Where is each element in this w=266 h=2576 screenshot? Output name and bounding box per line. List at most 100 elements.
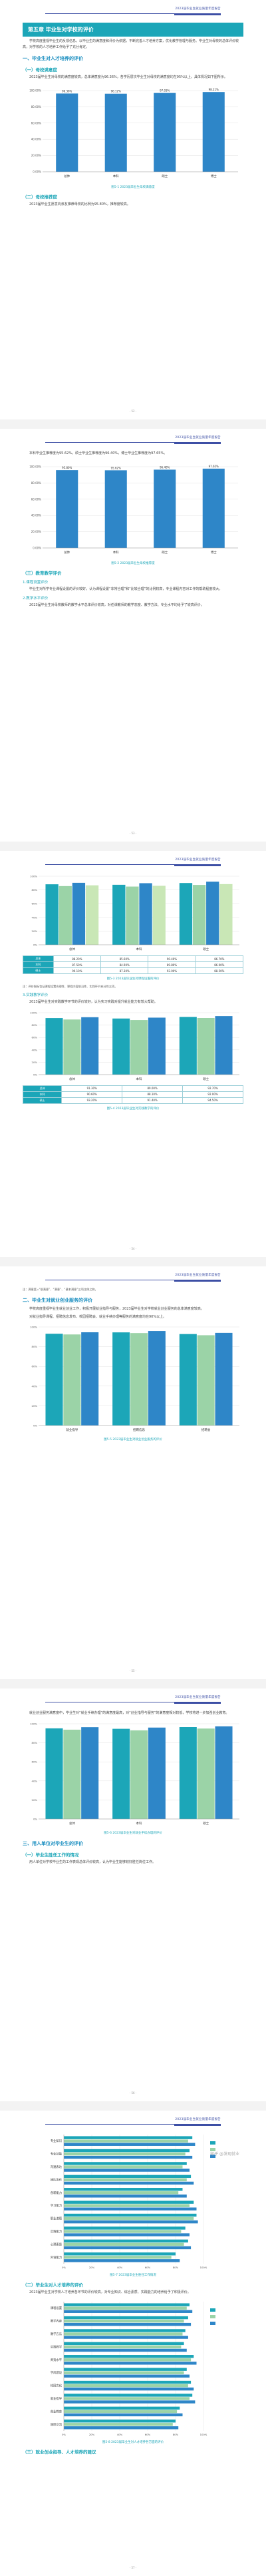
bar xyxy=(202,468,225,548)
y-tick-label: 60.00% xyxy=(31,497,41,501)
y-tick-label: 20% xyxy=(32,1798,38,1801)
page-separator xyxy=(0,842,266,851)
report-page-5: 2023届毕业生就业质量年度报告 就业创业服务满意度中，毕业生对“就业手续办理”… xyxy=(0,1688,266,2101)
section-heading: 一、毕业生对人才培养的评价 xyxy=(23,56,83,61)
page-header: 2023届毕业生就业质量年度报告 xyxy=(23,851,243,871)
table-row: 总体 91.30% 89.00% 92.70% xyxy=(22,1085,243,1092)
table-row: 硕士 90.10% 87.30% 92.00% 88.50% xyxy=(23,967,244,974)
table-cell: 87.50% xyxy=(53,961,102,968)
bar xyxy=(64,2242,184,2246)
table-cell: 92.00% xyxy=(148,967,196,974)
bar xyxy=(45,1728,63,1819)
y-tick-label: 教学内容 xyxy=(51,2318,63,2323)
data-label: 95.80% xyxy=(62,466,72,469)
y-tick-label: 80% xyxy=(32,888,38,892)
practice-data-table: 总体 91.30% 89.00% 92.70% 本科 90.60% 88.10% 92.00%… xyxy=(22,1085,243,1104)
bar xyxy=(64,2322,192,2326)
page-header: 2023届毕业生就业质量年度报告 xyxy=(23,2111,243,2131)
table-cell: 90.10% xyxy=(53,967,102,974)
bar xyxy=(45,1017,63,1075)
page-separator xyxy=(0,1679,266,1688)
x-tick-label: 40% xyxy=(117,2433,123,2436)
legend-swatch xyxy=(210,2148,215,2151)
bar xyxy=(215,1726,233,1819)
service-grouped-chart: 0% 20% 40% 60% 80% 100% 就业指导 招聘信息 招聘会 xyxy=(30,1326,239,1432)
x-tick-label: 60% xyxy=(145,2266,151,2269)
bar xyxy=(64,2413,183,2416)
bar xyxy=(139,883,152,945)
bar xyxy=(64,2136,193,2139)
bar xyxy=(64,2207,197,2210)
bar xyxy=(64,2139,188,2143)
competency-horizontal-chart: 0% 20% 40% 60% 80% 100% 专业知识专业技能沟通表达团队协作创新能力学习… xyxy=(51,2135,215,2269)
bar xyxy=(148,1017,166,1075)
paragraph: 2023届毕业生对母校教师的教学水平总体评价较高，对任课教师的教学态度、教学方法… xyxy=(29,603,204,607)
table-row: 硕士 93.20% 91.40% 94.50% xyxy=(22,1097,243,1104)
y-tick-label: 60% xyxy=(32,1365,38,1368)
y-tick-label: 60% xyxy=(32,1760,38,1763)
table-cell: 85.60% xyxy=(100,955,149,962)
paragraph: 2023届毕业生对实践教学环节的评价较好，认为实习实践对提升就业能力有较大帮助。 xyxy=(29,1000,158,1004)
y-tick-label: 40.00% xyxy=(31,513,41,517)
bar xyxy=(197,1728,215,1819)
bar xyxy=(112,1728,130,1819)
report-page-3: 2023届毕业生就业质量年度报告 0% 20% 40% 60% 80% 100% 总体 本科硕… xyxy=(0,851,266,1257)
figure-caption: 图5-4 2023届毕业生对实践教学的评价 xyxy=(106,1107,160,1111)
y-tick-label: 专业技能 xyxy=(51,2152,63,2157)
y-tick-label: 80% xyxy=(32,1023,38,1027)
bar xyxy=(64,2175,192,2179)
y-tick-label: 80% xyxy=(32,1741,38,1744)
bar xyxy=(104,93,127,172)
bar xyxy=(64,2213,197,2217)
section-heading: 二、毕业生对就业创业服务的评价 xyxy=(23,1298,92,1303)
page-header: 2023届毕业生就业质量年度报告 xyxy=(23,429,243,449)
paragraph: 2023届毕业生对学校人才培养各环节的评价较高，对专业知识、综合素质、实践能力的… xyxy=(29,2290,191,2294)
bar xyxy=(64,2361,197,2365)
y-tick-label: 20.00% xyxy=(31,154,41,157)
data-label: 96.40% xyxy=(160,465,170,469)
bar xyxy=(64,2149,190,2153)
paragraph: 2023届毕业生愿意向亲友推荐母校的比例为95.80%，推荐度较高。 xyxy=(29,202,130,206)
page-number: - 56 - xyxy=(129,2091,137,2095)
report-page-6: 2023届毕业生就业质量年度报告 知乎 @发现就业 0% 20% 40% 60% 80%… xyxy=(0,2111,266,2576)
y-tick-label: 60.00% xyxy=(31,121,41,125)
x-tick-label: 硕士 xyxy=(162,550,168,555)
y-tick-label: 0.00% xyxy=(33,170,41,173)
y-tick-label: 20% xyxy=(32,929,38,933)
table-cell: 87.30% xyxy=(100,967,149,974)
chapter-title: 第五章 毕业生对学校的评价 xyxy=(23,23,243,37)
bar xyxy=(152,886,166,945)
y-tick-label: 教学方法 xyxy=(51,2332,63,2336)
bar xyxy=(45,884,59,945)
bar xyxy=(64,2239,188,2243)
bar xyxy=(64,2354,194,2358)
y-tick-label: 实践教学 xyxy=(51,2344,63,2349)
bar xyxy=(64,2400,196,2404)
table-cell: 88.20% xyxy=(53,955,102,962)
bar xyxy=(64,2332,183,2336)
bar xyxy=(64,2426,179,2430)
procedure-grouped-chart: 0% 20% 40% 60% 80% 100% 总体 本科 硕士 xyxy=(30,1722,239,1826)
figure-caption: 图5-7 2023届毕业生胜任工作情况 xyxy=(110,2274,156,2277)
page-number: - 55 - xyxy=(129,1669,137,1673)
section-heading: 三、用人单位对毕业生的评价 xyxy=(23,1840,83,1846)
bar xyxy=(112,1018,130,1075)
data-label: 95.62% xyxy=(111,466,121,469)
subsection-heading: （一）母校满意度 xyxy=(23,67,57,73)
row-header-cell: 硕士 xyxy=(22,1097,63,1104)
bar xyxy=(130,1730,148,1819)
y-tick-label: 心理素质 xyxy=(51,2242,63,2246)
report-page-4: 2023届毕业生就业质量年度报告 注：满意度=“很满意”、“满意”、“基本满意”… xyxy=(0,1266,266,1679)
y-tick-label: 40% xyxy=(32,915,38,919)
header-text: 2023届毕业生就业质量年度报告 xyxy=(175,858,221,862)
training-horizontal-chart: 0% 20% 40% 60% 80% 100% 课程设置教学内容教学方法实践教学师资水平学风… xyxy=(51,2301,215,2436)
bar xyxy=(130,1019,148,1075)
header-text: 2023届毕业生就业质量年度报告 xyxy=(175,1274,221,1277)
intro-paragraph: 学校高度重视毕业生的反馈信息，以毕业生的满意度和评价为依据，不断完善人才培养方案… xyxy=(23,39,239,49)
bar xyxy=(197,1017,215,1075)
x-tick-label: 总体 xyxy=(69,1077,75,1081)
page-number: - 53 - xyxy=(129,832,137,835)
y-tick-label: 40% xyxy=(32,1048,38,1051)
y-tick-label: 0% xyxy=(33,1073,37,1076)
y-tick-label: 80% xyxy=(32,1345,38,1348)
